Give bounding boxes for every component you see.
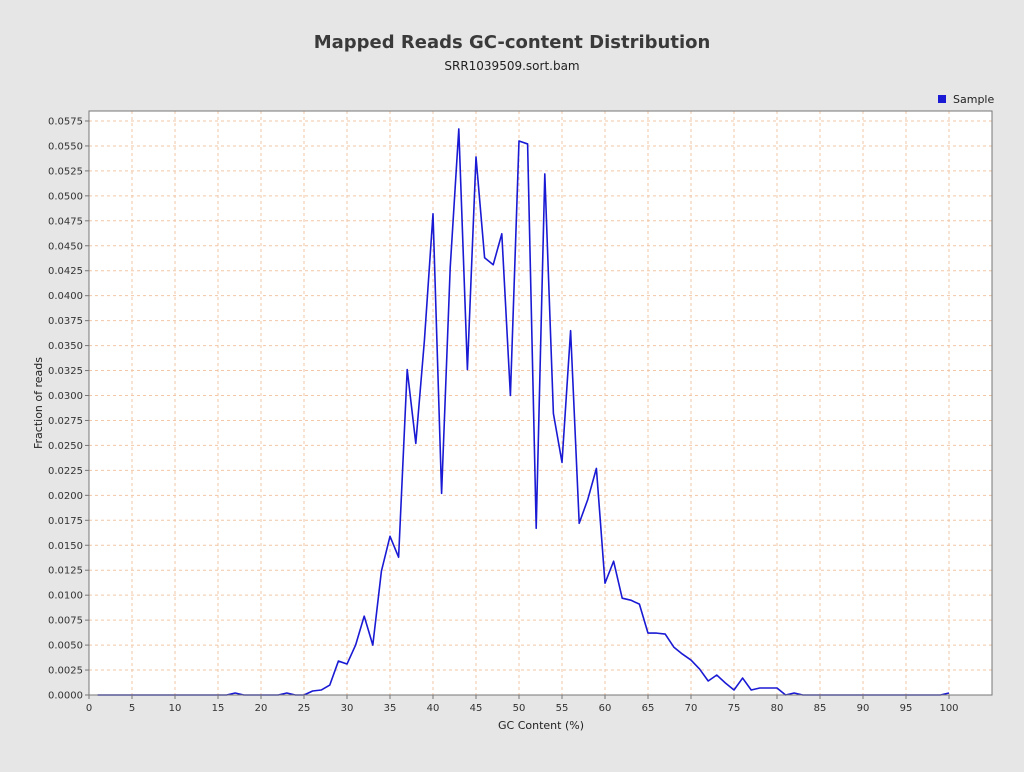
x-tick-label: 90 (857, 703, 870, 714)
x-tick-label: 0 (86, 703, 92, 714)
x-tick-label: 100 (939, 703, 958, 714)
x-tick-label: 45 (470, 703, 483, 714)
y-tick-label: 0.0425 (48, 266, 83, 277)
y-tick-label: 0.0450 (48, 241, 83, 252)
x-tick-label: 95 (900, 703, 913, 714)
y-tick-label: 0.0125 (48, 566, 83, 577)
y-tick-label: 0.0525 (48, 166, 83, 177)
x-tick-label: 35 (384, 703, 397, 714)
x-tick-label: 30 (341, 703, 354, 714)
legend: Sample (938, 93, 994, 106)
x-tick-label: 70 (685, 703, 698, 714)
y-tick-label: 0.0250 (48, 441, 83, 452)
y-tick-label: 0.0275 (48, 416, 83, 427)
plot-border (88, 110, 993, 696)
plot-area (89, 111, 992, 695)
x-tick-label: 40 (427, 703, 440, 714)
y-tick-label: 0.0225 (48, 466, 83, 477)
x-tick-label: 80 (771, 703, 784, 714)
y-tick-label: 0.0475 (48, 216, 83, 227)
legend-swatch (938, 95, 946, 103)
x-axis: 0 5 10 15 20 25 30 35 40 45 50 55 60 65 70 75 80 85 90 95 10… (86, 695, 959, 714)
x-tick-label: 15 (212, 703, 225, 714)
x-tick-label: 10 (169, 703, 182, 714)
y-tick-label: 0.0000 (48, 691, 83, 702)
y-tick-label: 0.0175 (48, 516, 83, 527)
y-tick-label: 0.0325 (48, 366, 83, 377)
x-tick-label: 20 (255, 703, 268, 714)
x-axis-label: GC Content (%) (498, 719, 584, 732)
y-tick-label: 0.0500 (48, 191, 83, 202)
grid-lines (88, 111, 992, 696)
y-tick-label: 0.0300 (48, 391, 83, 402)
chart-subtitle: SRR1039509.sort.bam (444, 59, 579, 73)
y-tick-label: 0.0075 (48, 616, 83, 627)
x-tick-label: 65 (642, 703, 655, 714)
y-tick-label: 0.0400 (48, 291, 83, 302)
y-tick-label: 0.0200 (48, 491, 83, 502)
y-axis: 0.0000 0.0025 0.0050 0.0075 0.0100 0.0125 0.01… (48, 116, 89, 702)
x-tick-label: 85 (814, 703, 827, 714)
x-tick-label: 60 (599, 703, 612, 714)
x-tick-label: 75 (728, 703, 741, 714)
x-tick-label: 25 (298, 703, 311, 714)
y-tick-label: 0.0050 (48, 641, 83, 652)
y-axis-label: Fraction of reads (32, 357, 45, 449)
y-tick-label: 0.0350 (48, 341, 83, 352)
x-tick-label: 50 (513, 703, 526, 714)
x-tick-label: 55 (556, 703, 569, 714)
y-tick-label: 0.0150 (48, 541, 83, 552)
y-tick-label: 0.0025 (48, 666, 83, 677)
y-tick-label: 0.0550 (48, 141, 83, 152)
legend-label: Sample (953, 93, 994, 106)
y-tick-label: 0.0375 (48, 316, 83, 327)
y-tick-label: 0.0100 (48, 591, 83, 602)
y-tick-label: 0.0575 (48, 116, 83, 127)
chart-title: Mapped Reads GC-content Distribution (314, 32, 711, 53)
x-tick-label: 5 (129, 703, 135, 714)
